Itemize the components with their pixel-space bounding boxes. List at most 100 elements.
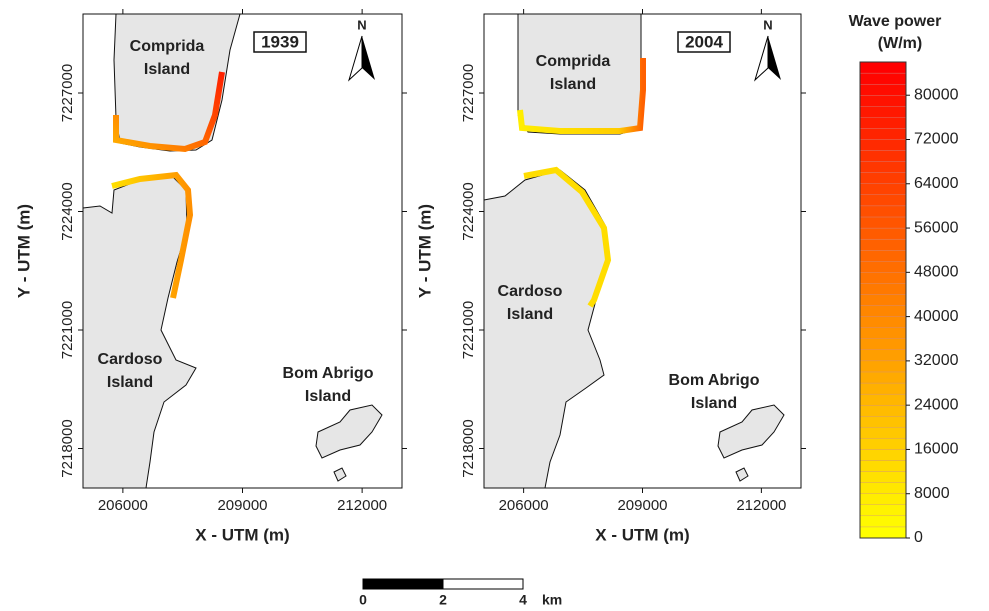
colorbar-band (859, 139, 907, 151)
y-axis-label: Y - UTM (m) (415, 204, 434, 298)
colorbar-band (859, 482, 907, 494)
colorbar-band (859, 405, 907, 417)
y-tick-label: 7221000 (59, 301, 76, 359)
y-tick-label: 7218000 (59, 419, 76, 477)
colorbar-band (859, 371, 907, 384)
bom-abrigo-island (717, 404, 785, 459)
colorbar-tick-label: 48000 (914, 264, 959, 281)
colorbar-band (859, 526, 907, 539)
colorbar-band (859, 504, 907, 517)
north-arrow (754, 35, 769, 82)
north-arrow (348, 35, 363, 82)
wave-power-line (111, 171, 194, 299)
colorbar-band (859, 250, 907, 262)
year-box (253, 31, 307, 53)
colorbar-band (859, 349, 907, 362)
y-tick-label: 7224000 (59, 182, 76, 240)
wave-power-line (517, 58, 646, 134)
place-label: Comprida (130, 38, 205, 55)
colorbar-band (859, 183, 907, 195)
colorbar-band (859, 493, 907, 505)
map-right (483, 13, 802, 489)
colorbar-band (859, 438, 907, 450)
place-label: Island (144, 61, 190, 78)
y-axis-label: Y - UTM (m) (14, 204, 33, 298)
place-label: Island (691, 395, 737, 412)
comprida-island (517, 13, 642, 135)
colorbar-band (859, 216, 907, 229)
colorbar-band (859, 382, 907, 395)
x-tick-label: 212000 (736, 497, 786, 514)
place-label: Island (507, 306, 553, 323)
colorbar-band (859, 117, 907, 129)
place-label: Cardoso (498, 283, 563, 300)
colorbar-tick-label: 40000 (914, 308, 959, 325)
colorbar-band (859, 393, 907, 406)
x-tick-label: 209000 (617, 497, 667, 514)
place-label: Island (107, 374, 153, 391)
colorbar-band (859, 106, 907, 118)
islet (333, 467, 347, 482)
y-tick-label: 7221000 (460, 301, 477, 359)
colorbar-band (859, 150, 907, 162)
place-label: Comprida (536, 53, 611, 70)
islet (735, 467, 749, 482)
colorbar-band (859, 283, 907, 295)
colorbar-band (859, 460, 907, 472)
colorbar-band (859, 72, 907, 85)
scale-label: 0 (359, 592, 367, 608)
colorbar-tick-label: 32000 (914, 352, 959, 369)
colorbar-tick-label: 80000 (914, 86, 959, 103)
x-tick-label: 206000 (98, 497, 148, 514)
colorbar-band (859, 416, 907, 428)
y-tick-label: 7224000 (460, 182, 477, 240)
colorbar-title: Wave power (849, 13, 942, 30)
colorbar-tick-label: 0 (914, 529, 923, 546)
x-axis-label: X - UTM (m) (595, 525, 689, 544)
bom-abrigo-island (315, 404, 383, 459)
colorbar-band (859, 272, 907, 284)
colorbar-band (859, 238, 907, 251)
colorbar-band (859, 471, 907, 483)
colorbar-band (859, 316, 907, 328)
y-tick-label: 7227000 (59, 64, 76, 122)
colorbar-band (859, 61, 907, 74)
scale-label: 2 (439, 592, 447, 608)
map-left (82, 13, 403, 489)
scale-bar-black (362, 578, 444, 590)
x-tick-label: 212000 (337, 497, 387, 514)
colorbar-tick-label: 16000 (914, 441, 959, 458)
x-axis-label: X - UTM (m) (195, 525, 289, 544)
place-label: Island (550, 76, 596, 93)
cardoso-island (483, 169, 611, 489)
colorbar-band (859, 205, 907, 218)
scale-label: 4 (519, 592, 527, 608)
scale-bar-white (442, 578, 524, 590)
colorbar-band (859, 227, 907, 240)
colorbar-tick-label: 72000 (914, 131, 959, 148)
colorbar-frame (859, 61, 907, 539)
colorbar-band (859, 449, 907, 461)
colorbar-band (859, 327, 907, 339)
colorbar-tick-label: 64000 (914, 175, 959, 192)
colorbar-band (859, 161, 907, 173)
x-tick-label: 206000 (499, 497, 549, 514)
colorbar-band (859, 128, 907, 140)
north-arrow (362, 36, 375, 80)
place-label: Bom Abrigo (283, 365, 374, 382)
place-label: Bom Abrigo (669, 372, 760, 389)
colorbar-band (859, 294, 907, 306)
colorbar-band (859, 305, 907, 317)
colorbar-band (859, 95, 907, 107)
colorbar-tick-label: 8000 (914, 485, 950, 502)
wave-power-line (113, 71, 225, 153)
north-arrow (768, 36, 781, 80)
y-tick-label: 7218000 (460, 419, 477, 477)
wave-power-line (523, 166, 612, 308)
cardoso-island (82, 175, 197, 489)
scale-unit: km (542, 592, 562, 608)
place-label: Cardoso (98, 351, 163, 368)
north-label: N (357, 17, 366, 32)
colorbar-band (859, 261, 907, 273)
